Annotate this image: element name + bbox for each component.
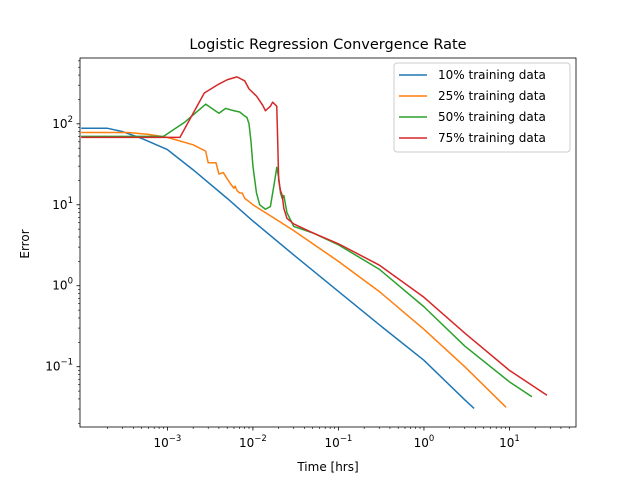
x-tick-label: 101	[499, 434, 520, 450]
x-tick-label: 100	[414, 434, 435, 450]
y-tick-label: 100	[52, 277, 73, 293]
y-tick-label: 10−1	[45, 358, 73, 374]
legend: 10% training data 25% training data 50% tr…	[393, 62, 571, 153]
y-axis-label: Error	[18, 229, 32, 258]
series-line-4	[81, 76, 548, 396]
legend-label: 50% training data	[438, 110, 546, 124]
series-line-3	[81, 103, 533, 398]
plot-frame	[79, 57, 577, 428]
chart-title: Logistic Regression Convergence Rate	[189, 37, 466, 53]
x-axis-label: Time [hrs]	[296, 460, 358, 474]
legend-label: 75% training data	[438, 131, 546, 145]
series-line-2	[81, 131, 507, 408]
x-tick-label: 10−1	[325, 434, 353, 450]
legend-label: 10% training data	[438, 68, 546, 82]
y-tick-label: 101	[52, 196, 73, 212]
legend-label: 25% training data	[438, 89, 546, 103]
ticks-layer: 10−3 10−2 10−1 100 101 10−1 100 101 102	[45, 60, 570, 450]
y-tick-label: 102	[52, 115, 73, 131]
legend-box	[393, 62, 571, 153]
x-tick-label: 10−2	[239, 434, 267, 450]
series-layer	[81, 76, 548, 409]
x-tick-label: 10−3	[154, 434, 182, 450]
